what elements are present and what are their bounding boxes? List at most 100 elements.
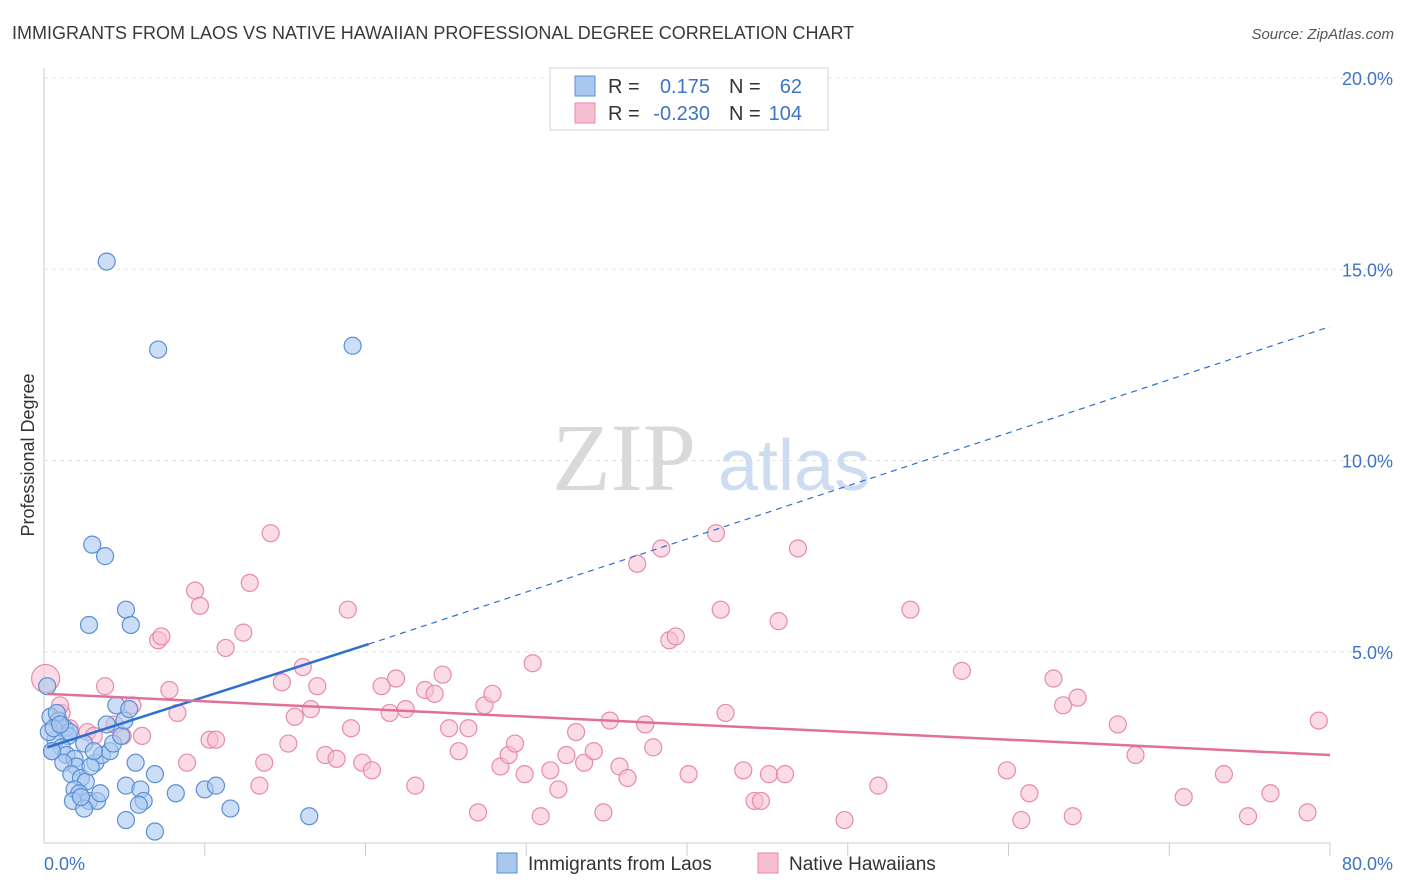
y-tick-label-20: 20.0%: [1342, 69, 1393, 89]
legend-row1-r-label: R =: [608, 76, 640, 98]
point-native-hawaiians-48: [468, 803, 488, 822]
point-native-hawaiians-85: [869, 776, 888, 795]
point-native-hawaiians-36: [362, 761, 382, 780]
point-native-hawaiians-91: [1044, 669, 1063, 688]
point-native-hawaiians-37: [372, 677, 391, 696]
point-immigrants-from-laos-50: [145, 822, 165, 841]
point-immigrants-from-laos-40: [126, 753, 145, 772]
point-native-hawaiians-26: [279, 734, 298, 753]
point-native-hawaiians-15: [186, 581, 205, 600]
point-native-hawaiians-46: [449, 742, 468, 761]
point-native-hawaiians-100: [1261, 784, 1280, 803]
point-immigrants-from-laos-55: [91, 784, 110, 803]
point-immigrants-from-laos-48: [221, 799, 240, 818]
point-immigrants-from-laos-7: [121, 615, 140, 635]
point-native-hawaiians-27: [285, 707, 304, 726]
point-native-hawaiians-60: [566, 722, 586, 742]
trend-native-hawaiians: [47, 692, 1331, 757]
point-native-hawaiians-32: [327, 749, 346, 768]
point-native-hawaiians-98: [1214, 765, 1234, 784]
point-immigrants-from-laos-59: [84, 742, 103, 761]
point-native-hawaiians-40: [396, 700, 415, 719]
point-native-hawaiians-19: [216, 638, 235, 658]
series-native-hawaiians: [31, 524, 1328, 830]
point-native-hawaiians-50: [483, 684, 502, 703]
bottom-legend-laos: Immigrants from Laos: [528, 854, 712, 875]
point-immigrants-from-laos-4: [95, 547, 115, 566]
point-native-hawaiians-30: [308, 677, 327, 696]
point-native-hawaiians-96: [1126, 745, 1145, 765]
gridlines: [44, 77, 1394, 653]
chart-title: IMMIGRANTS FROM LAOS VS NATIVE HAWAIIAN …: [12, 23, 854, 43]
point-native-hawaiians-59: [557, 745, 576, 765]
point-immigrants-from-laos-51: [300, 807, 319, 826]
point-native-hawaiians-54: [515, 765, 534, 784]
point-native-hawaiians-80: [759, 765, 779, 784]
point-native-hawaiians-101: [1298, 803, 1317, 822]
point-native-hawaiians-45: [439, 719, 459, 738]
trend-lines: [46, 326, 1331, 757]
point-native-hawaiians-56: [531, 807, 550, 826]
point-native-hawaiians-55: [523, 654, 542, 673]
point-immigrants-from-laos-6: [79, 615, 99, 635]
point-immigrants-from-laos-8: [38, 677, 57, 696]
point-native-hawaiians-9: [132, 726, 152, 746]
point-native-hawaiians-16: [190, 596, 210, 615]
point-native-hawaiians-20: [234, 623, 253, 642]
legend-swatch-pink: [574, 102, 596, 124]
point-native-hawaiians-57: [541, 761, 560, 780]
trend-laos-dashed: [368, 326, 1331, 645]
point-native-hawaiians-25: [272, 673, 292, 692]
series-immigrants-from-laos: [38, 252, 362, 841]
y-tick-labels: 5.0% 10.0% 15.0% 20.0%: [1342, 69, 1393, 663]
x-axis-ticks: [204, 843, 1331, 856]
point-immigrants-from-laos-1: [149, 340, 168, 359]
point-immigrants-from-laos-49: [116, 810, 136, 830]
point-immigrants-from-laos-60: [50, 715, 70, 734]
point-native-hawaiians-99: [1238, 807, 1258, 826]
watermark: ZIP atlas: [552, 404, 870, 511]
point-native-hawaiians-12: [160, 680, 179, 700]
point-native-hawaiians-67: [628, 554, 647, 573]
point-immigrants-from-laos-25: [112, 726, 131, 746]
point-native-hawaiians-102: [1309, 711, 1328, 730]
stats-legend-box: [549, 67, 829, 131]
point-native-hawaiians-39: [386, 669, 406, 688]
point-native-hawaiians-84: [835, 810, 854, 830]
point-native-hawaiians-79: [751, 791, 771, 811]
chart-source: Source: ZipAtlas.com: [1251, 26, 1394, 43]
point-native-hawaiians-38: [380, 703, 399, 723]
point-native-hawaiians-43: [425, 684, 444, 703]
legend-row2-n-label: N =: [729, 103, 761, 125]
point-native-hawaiians-92: [1054, 696, 1073, 715]
legend-row2-r-value: -0.230: [653, 103, 710, 125]
point-native-hawaiians-29: [301, 700, 320, 719]
bottom-legend: Immigrants from Laos Native Hawaiians: [496, 852, 936, 875]
point-immigrants-from-laos-0: [97, 252, 116, 271]
point-native-hawaiians-86: [901, 600, 920, 619]
point-immigrants-from-laos-28: [120, 700, 139, 719]
point-native-hawaiians-22: [250, 776, 269, 795]
point-native-hawaiians-11: [152, 627, 171, 646]
point-native-hawaiians-18: [206, 730, 226, 749]
point-native-hawaiians-97: [1174, 787, 1193, 807]
point-immigrants-from-laos-5: [116, 600, 136, 619]
point-native-hawaiians-89: [1012, 810, 1031, 830]
point-native-hawaiians-81: [769, 612, 788, 631]
point-immigrants-from-laos-44: [129, 795, 148, 814]
bottom-legend-swatch-blue: [496, 852, 518, 874]
stats-legend: R = 0.175 N = 62 R = -0.230 N = 104: [549, 67, 829, 131]
point-native-hawaiians-74: [706, 524, 726, 543]
point-native-hawaiians-70: [652, 539, 671, 558]
point-native-hawaiians-5: [95, 677, 115, 696]
point-native-hawaiians-62: [584, 742, 603, 761]
point-immigrants-from-laos-47: [206, 776, 226, 795]
point-native-hawaiians-90: [1020, 784, 1039, 803]
y-tick-label-15: 15.0%: [1342, 260, 1393, 280]
x-tick-label-80: 80.0%: [1342, 854, 1393, 874]
point-native-hawaiians-82: [775, 765, 795, 784]
point-native-hawaiians-88: [997, 761, 1016, 780]
legend-row1-r-value: 0.175: [660, 76, 710, 98]
watermark-zip: ZIP: [552, 404, 696, 511]
